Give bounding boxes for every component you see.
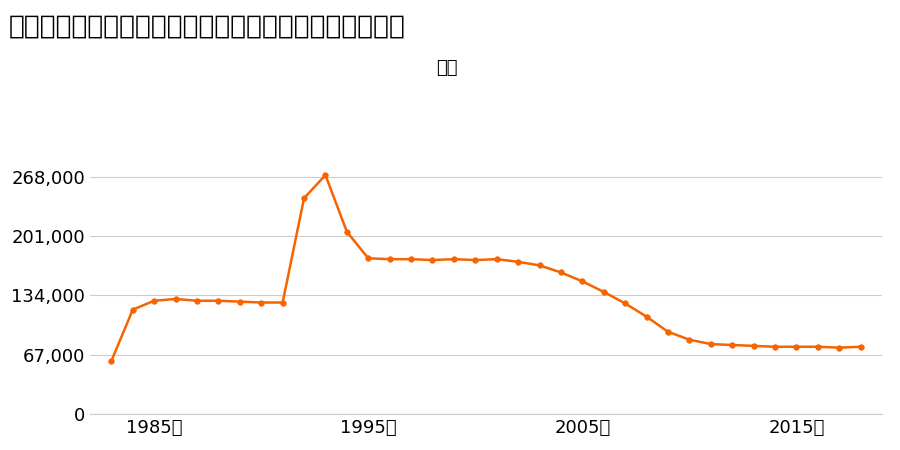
価格	[148, 298, 159, 303]
価格	[534, 263, 544, 268]
Text: 兵庫県神戸市北区鈴蘭台西町５丁目４番１２の地価推移: 兵庫県神戸市北区鈴蘭台西町５丁目４番１２の地価推移	[9, 14, 406, 40]
価格	[513, 259, 524, 265]
価格	[213, 298, 224, 303]
価格	[641, 314, 652, 319]
価格	[555, 270, 566, 275]
価格	[341, 229, 352, 234]
価格	[791, 344, 802, 350]
価格	[170, 296, 181, 302]
価格	[448, 256, 459, 262]
価格	[684, 337, 695, 342]
価格	[770, 344, 780, 350]
価格	[299, 195, 310, 201]
価格	[192, 298, 202, 303]
価格	[256, 300, 266, 305]
価格	[428, 257, 438, 263]
価格	[620, 301, 631, 306]
価格	[363, 256, 374, 261]
価格	[128, 307, 139, 312]
価格	[577, 279, 588, 284]
価格	[277, 300, 288, 305]
価格	[384, 256, 395, 262]
価格	[748, 343, 759, 349]
価格	[470, 257, 481, 263]
価格	[106, 358, 117, 364]
価格	[320, 172, 331, 178]
価格	[491, 256, 502, 262]
価格	[706, 342, 716, 347]
価格	[855, 344, 866, 350]
価格	[598, 289, 609, 295]
価格	[833, 345, 844, 351]
価格	[813, 344, 824, 350]
価格	[662, 329, 673, 334]
Line: 価格: 価格	[109, 172, 863, 364]
Text: 価格: 価格	[436, 59, 458, 77]
価格	[727, 342, 738, 348]
価格	[234, 299, 245, 304]
価格	[406, 256, 417, 262]
